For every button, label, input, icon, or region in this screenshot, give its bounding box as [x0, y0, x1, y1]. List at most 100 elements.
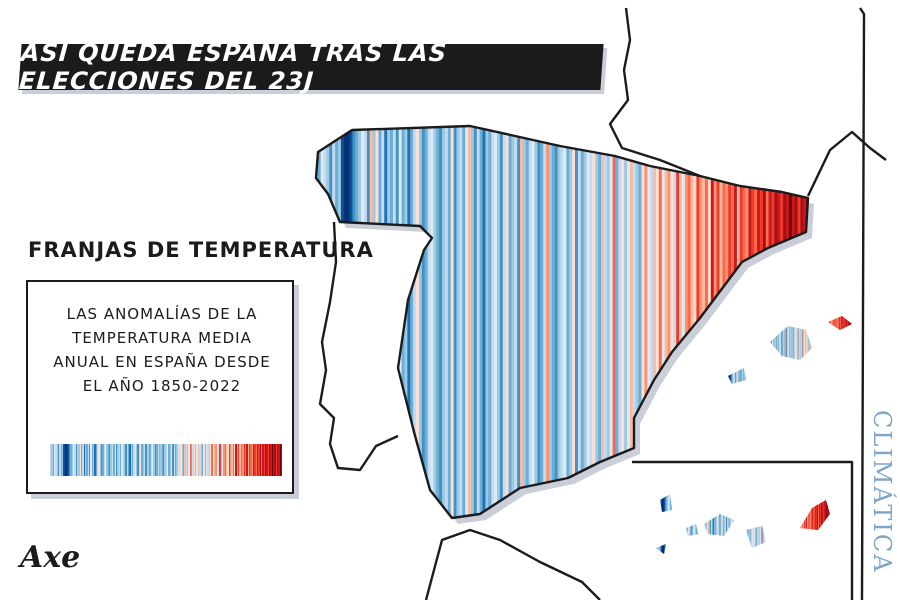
temperature-stripe: [792, 494, 794, 554]
temperature-stripe: [726, 310, 727, 390]
legend-stripe: [84, 444, 87, 476]
legend-stripe: [136, 444, 138, 476]
legend-stripe: [259, 444, 261, 476]
temperature-stripe: [790, 316, 793, 384]
temperature-stripe: [799, 316, 801, 384]
legend-stripe: [200, 444, 202, 476]
legend-stripe: [62, 444, 64, 476]
legend-stripe: [208, 444, 210, 476]
legend-stripe: [277, 444, 279, 476]
temperature-stripe: [681, 126, 686, 518]
legend-stripe: [127, 444, 130, 476]
legend-stripe: [88, 444, 91, 476]
temperature-stripe: [822, 316, 825, 384]
temperature-stripe: [777, 316, 779, 384]
legend-stripe: [247, 444, 249, 476]
temperature-stripe: [748, 494, 751, 554]
temperature-stripe: [736, 494, 739, 554]
temperature-stripe: [701, 494, 703, 554]
legend-stripe: [160, 444, 162, 476]
temperature-stripe: [499, 126, 504, 518]
temperature-stripe: [763, 494, 766, 554]
brand-logo: CLIMÁTICA: [868, 410, 896, 574]
portugal-coast: [318, 221, 399, 472]
legend-stripe: [177, 444, 179, 476]
temperature-stripe: [778, 494, 780, 554]
legend-stripe: [134, 444, 136, 476]
temperature-stripe: [713, 494, 715, 554]
legend-stripe: [267, 444, 270, 476]
spain-temperature-stripes: [316, 126, 808, 518]
temperature-stripe: [764, 494, 767, 554]
legend-stripe: [216, 444, 218, 476]
temperature-stripe: [753, 316, 756, 384]
temperature-stripe: [820, 494, 822, 554]
temperature-stripe: [778, 316, 781, 384]
legend-description: LAS ANOMALÍAS DE LA TEMPERATURA MEDIA AN…: [38, 302, 286, 398]
legend-stripe: [78, 444, 80, 476]
temperature-stripe: [589, 126, 593, 518]
temperature-stripe: [786, 494, 789, 554]
legend-stripe: [281, 444, 283, 476]
temperature-stripe: [729, 494, 731, 554]
legend-stripe: [260, 444, 263, 476]
temperature-stripe: [678, 494, 681, 554]
temperature-stripe: [494, 126, 498, 518]
temperature-stripe: [744, 494, 746, 554]
mediterranean-coast: [806, 130, 887, 197]
legend-stripe: [274, 444, 276, 476]
temperature-stripe: [771, 494, 774, 554]
temperature-stripe: [651, 490, 653, 560]
temperature-stripe: [563, 126, 567, 518]
legend-stripe: [215, 444, 217, 476]
temperature-stripe: [758, 316, 760, 384]
legend-line: TEMPERATURA MEDIA: [72, 329, 252, 347]
temperature-stripe: [656, 494, 658, 554]
temperature-stripe: [782, 316, 784, 384]
temperature-stripe: [528, 126, 533, 518]
temperature-stripe: [722, 310, 723, 390]
temperature-stripe: [812, 316, 815, 384]
temperature-stripe: [741, 494, 744, 554]
temperature-stripe: [682, 494, 684, 554]
temperature-stripe: [618, 126, 622, 518]
temperature-stripe: [813, 494, 816, 554]
legend-stripe: [266, 444, 268, 476]
legend-stripe: [80, 444, 83, 476]
legend-stripe: [113, 444, 115, 476]
temperature-stripe: [747, 494, 749, 554]
temperature-stripe: [407, 126, 411, 518]
temperature-stripe: [800, 126, 804, 518]
temperature-stripe: [758, 494, 760, 554]
temperature-stripe: [502, 126, 507, 518]
temperature-stripe: [755, 494, 758, 554]
temperature-stripe: [778, 316, 780, 384]
temperature-stripe: [709, 494, 712, 554]
temperature-stripe: [781, 316, 783, 384]
temperature-stripe: [424, 126, 429, 518]
title-banner: ASÍ QUEDA ESPAÑA TRAS LAS ELECCIONES DEL…: [18, 39, 604, 95]
legend-stripe: [144, 444, 146, 476]
temperature-stripe: [802, 494, 805, 554]
legend-stripe: [83, 444, 85, 476]
legend-stripe: [67, 444, 69, 476]
temperature-stripe: [736, 126, 741, 518]
temperature-stripe: [823, 494, 825, 554]
temperature-stripe: [667, 126, 671, 518]
legend-stripe: [149, 444, 151, 476]
temperature-stripe: [786, 316, 788, 384]
temperature-stripe: [689, 494, 692, 554]
temperature-stripe: [661, 126, 666, 518]
temperature-stripe: [508, 126, 513, 518]
temperature-stripe: [774, 316, 776, 384]
legend-stripe-bar: [50, 444, 283, 476]
legend-stripe: [213, 444, 216, 476]
spain-outline: [314, 124, 810, 520]
temperature-stripe: [750, 316, 753, 384]
temperature-stripe: [853, 310, 854, 390]
legend-stripe: [271, 444, 274, 476]
temperature-stripe: [793, 494, 795, 554]
temperature-stripe: [854, 310, 855, 390]
temperature-stripe: [773, 316, 775, 384]
temperature-stripe: [652, 490, 654, 560]
